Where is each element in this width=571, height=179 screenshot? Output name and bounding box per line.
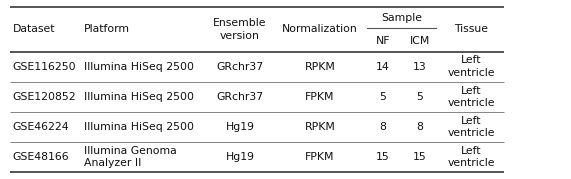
Text: Illumina HiSeq 2500: Illumina HiSeq 2500 <box>84 62 194 72</box>
Text: GSE116250: GSE116250 <box>13 62 76 72</box>
Text: 13: 13 <box>413 62 427 72</box>
Text: Left
ventricle: Left ventricle <box>448 55 495 78</box>
Text: GSE46224: GSE46224 <box>13 122 69 132</box>
Text: Illumina Genoma
Analyzer II: Illumina Genoma Analyzer II <box>84 146 176 168</box>
Text: ICM: ICM <box>410 36 430 45</box>
Text: GRchr37: GRchr37 <box>216 62 264 72</box>
Text: GRchr37: GRchr37 <box>216 92 264 102</box>
Text: Illumina HiSeq 2500: Illumina HiSeq 2500 <box>84 92 194 102</box>
Text: 5: 5 <box>379 92 387 102</box>
Text: Ensemble
version: Ensemble version <box>214 18 267 41</box>
Text: 15: 15 <box>413 152 427 162</box>
Text: Platform: Platform <box>84 24 130 34</box>
Text: Tissue: Tissue <box>455 24 488 34</box>
Text: FPKM: FPKM <box>305 152 335 162</box>
Text: GSE48166: GSE48166 <box>13 152 69 162</box>
Text: Normalization: Normalization <box>282 24 358 34</box>
Text: Sample: Sample <box>381 13 422 23</box>
Text: 5: 5 <box>416 92 424 102</box>
Text: Dataset: Dataset <box>13 24 55 34</box>
Text: Left
ventricle: Left ventricle <box>448 116 495 138</box>
Text: 8: 8 <box>379 122 387 132</box>
Text: FPKM: FPKM <box>305 92 335 102</box>
Text: RPKM: RPKM <box>304 62 336 72</box>
Text: NF: NF <box>376 36 390 45</box>
Text: GSE120852: GSE120852 <box>13 92 76 102</box>
Text: Illumina HiSeq 2500: Illumina HiSeq 2500 <box>84 122 194 132</box>
Text: Hg19: Hg19 <box>226 122 255 132</box>
Text: Left
ventricle: Left ventricle <box>448 86 495 108</box>
Text: Left
ventricle: Left ventricle <box>448 146 495 168</box>
Text: 14: 14 <box>376 62 390 72</box>
Text: RPKM: RPKM <box>304 122 336 132</box>
Text: 15: 15 <box>376 152 390 162</box>
Text: Hg19: Hg19 <box>226 152 255 162</box>
Text: 8: 8 <box>416 122 424 132</box>
